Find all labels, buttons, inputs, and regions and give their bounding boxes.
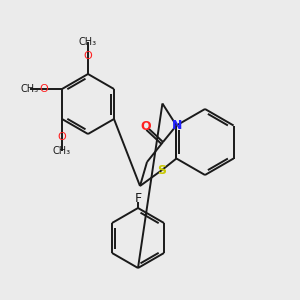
Text: S: S xyxy=(158,164,166,178)
Text: N: N xyxy=(172,119,183,132)
Text: O: O xyxy=(58,132,66,142)
Text: CH₃: CH₃ xyxy=(21,84,39,94)
Text: CH₃: CH₃ xyxy=(53,146,71,156)
Text: O: O xyxy=(141,119,151,133)
Text: O: O xyxy=(84,51,92,61)
Text: F: F xyxy=(134,193,142,206)
Text: O: O xyxy=(40,84,48,94)
Text: CH₃: CH₃ xyxy=(79,37,97,47)
